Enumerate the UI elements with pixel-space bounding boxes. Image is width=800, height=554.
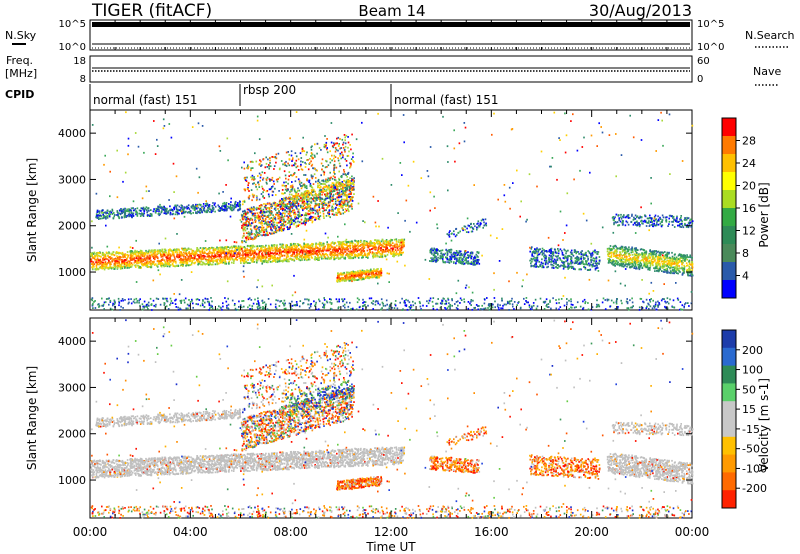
nsky-tick-top: 10^5: [59, 19, 86, 30]
x-tick-label: 00:00: [675, 525, 710, 539]
colorbar-tick: 50: [742, 383, 756, 396]
nsearch-tick-top: 10^5: [697, 19, 724, 30]
colorbar-swatch: [722, 244, 736, 263]
colorbar-tick: -200: [742, 482, 767, 495]
y-tick-label: 3000: [58, 173, 86, 186]
y-tick-label: 4000: [58, 127, 86, 140]
y-tick-label: 2000: [58, 220, 86, 233]
y-tick-label: 1000: [58, 474, 86, 487]
colorbar-swatch: [722, 490, 736, 509]
colorbar-swatch: [722, 365, 736, 384]
power-panel: [89, 109, 694, 311]
x-axis-label: Time UT: [365, 540, 416, 554]
freq-unit: [MHz]: [5, 67, 37, 80]
colorbar-tick: 28: [742, 135, 756, 148]
nsky-strip: [89, 19, 693, 51]
colorbar-tick: -15: [742, 423, 760, 436]
y-tick-label: 3000: [58, 381, 86, 394]
colorbar-swatch: [722, 419, 736, 438]
x-tick-label: 00:00: [73, 525, 108, 539]
colorbar-swatch: [722, 136, 736, 155]
colorbar-tick: 200: [742, 344, 763, 357]
colorbar-swatch: [722, 154, 736, 173]
y-tick-label: 2000: [58, 428, 86, 441]
y-tick-label: 1000: [58, 266, 86, 279]
nsearch-label: N.Search: [745, 29, 795, 42]
nsearch-tick-bottom: 10^0: [697, 42, 724, 53]
velocity-ylabel: Slant Range [km]: [25, 366, 39, 470]
nave-tick-bottom: 0: [697, 74, 703, 85]
nave-label: Nave: [753, 65, 781, 78]
freq-strip: [89, 55, 693, 83]
colorbar-swatch: [722, 190, 736, 209]
y-ticks: 1000 2000 3000 4000 1000 2000 3000 4000: [58, 127, 692, 487]
colorbar-tick: -50: [742, 443, 760, 456]
colorbar-swatch: [722, 118, 736, 137]
cpid-strip: [89, 84, 392, 110]
colorbar-tick: 15: [742, 403, 756, 416]
colorbar-swatch: [722, 347, 736, 367]
colorbar-swatch: [722, 208, 736, 227]
mode-label-3: normal (fast) 151: [394, 93, 498, 107]
colorbar-tick: 20: [742, 180, 756, 193]
colorbar-swatch: [722, 472, 736, 491]
colorbar-tick: -100: [742, 462, 767, 475]
freq-label: Freq.: [6, 54, 33, 67]
nsky-label: N.Sky: [5, 29, 37, 42]
y-tick-label: 4000: [58, 335, 86, 348]
x-tick-label: 04:00: [173, 525, 208, 539]
velocity-colorbar-label: Velocity [m s-1]: [757, 378, 771, 472]
power-scatter: [90, 111, 694, 311]
velocity-panel: [89, 317, 694, 519]
power-colorbar: 28 24 20 16 12 8 4: [721, 117, 756, 299]
x-tick-label: 16:00: [474, 525, 509, 539]
nsky-tick-bottom: 10^0: [59, 42, 86, 53]
beam-label: Beam 14: [358, 2, 425, 20]
x-tick-label: 20:00: [574, 525, 609, 539]
colorbar-tick: 4: [742, 270, 749, 283]
date-label: 30/Aug/2013: [589, 1, 692, 20]
freq-tick-bottom: 8: [80, 74, 86, 85]
power-ylabel: Slant Range [km]: [25, 158, 39, 262]
colorbar-swatch: [722, 330, 736, 349]
colorbar-tick: 16: [742, 202, 756, 215]
freq-tick-top: 18: [73, 56, 86, 67]
colorbar-swatch: [722, 436, 736, 456]
x-tick-label: 08:00: [273, 525, 308, 539]
x-ticks: 00:00 04:00 08:00 12:00 16:00 20:00 00:00: [73, 20, 710, 539]
colorbar-tick: 12: [742, 225, 756, 238]
colorbar-tick: 100: [742, 364, 763, 377]
colorbar-swatch: [722, 280, 736, 299]
colorbar-tick: 24: [742, 157, 756, 170]
power-colorbar-label: Power [dB]: [757, 182, 771, 247]
radar-title: TIGER (fitACF): [91, 1, 212, 21]
colorbar-swatch: [722, 401, 736, 420]
cpid-label: CPID: [5, 88, 34, 101]
nave-tick-top: 60: [697, 56, 710, 67]
colorbar-swatch: [722, 172, 736, 191]
x-tick-label: 12:00: [374, 525, 409, 539]
mode-label-2: rbsp 200: [243, 83, 296, 97]
velocity-colorbar: 200 100 50 15 -15 -50 -100 -200: [721, 329, 767, 509]
colorbar-swatch: [722, 383, 736, 402]
colorbar-swatch: [722, 262, 736, 281]
colorbar-tick: 8: [742, 247, 749, 260]
colorbar-swatch: [722, 454, 736, 473]
colorbar-swatch: [722, 226, 736, 245]
velocity-scatter: [90, 319, 694, 519]
mode-label-1: normal (fast) 151: [93, 93, 197, 107]
